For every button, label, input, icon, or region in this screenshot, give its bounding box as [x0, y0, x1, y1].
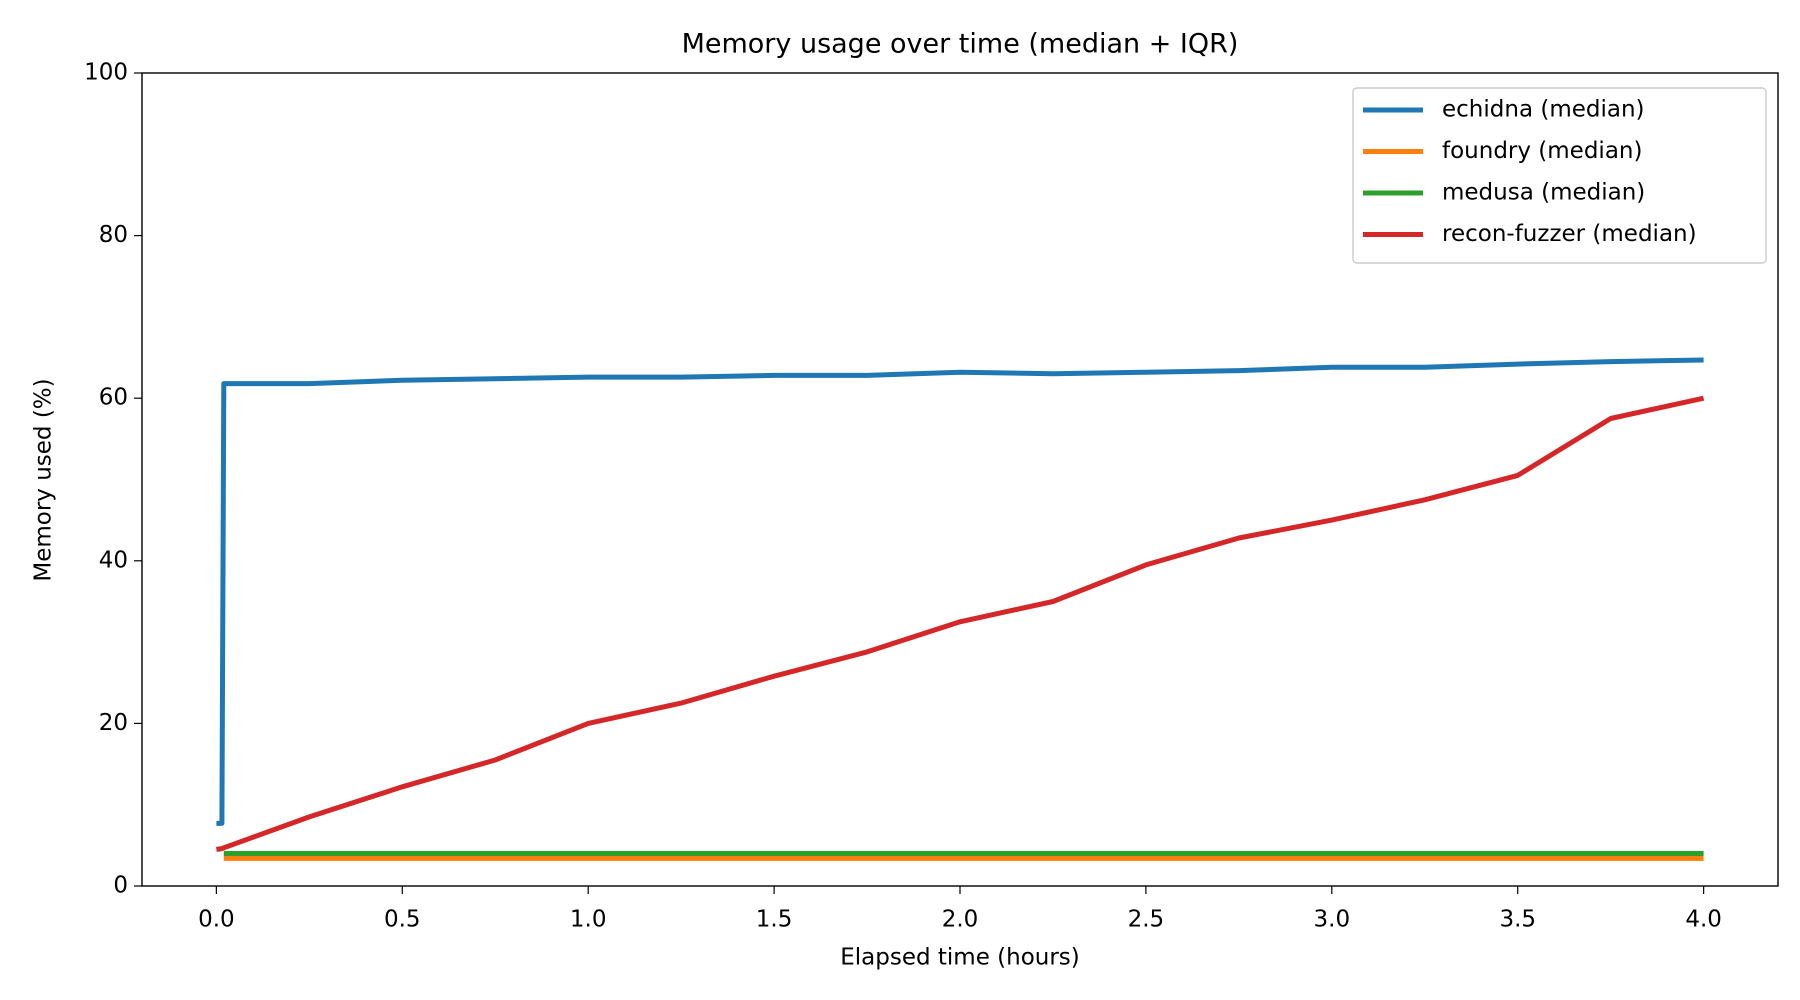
y-tick-label: 0 [113, 873, 128, 899]
x-tick-label: 2.0 [942, 907, 979, 933]
series-line [216, 357, 1704, 826]
y-tick-label: 20 [99, 710, 128, 736]
x-tick-label: 3.5 [1499, 907, 1536, 933]
series-line [216, 395, 1705, 852]
x-tick-label: 0.5 [384, 907, 421, 933]
y-tick-label: 60 [99, 385, 128, 411]
legend-label: foundry (median) [1442, 138, 1642, 164]
x-tick-label: 4.0 [1685, 907, 1722, 933]
y-tick-label: 100 [84, 60, 128, 86]
legend-label: medusa (median) [1442, 180, 1645, 206]
chart-title: Memory usage over time (median + IQR) [682, 29, 1239, 60]
plot-frame [141, 72, 1779, 887]
y-tick-label: 80 [99, 222, 128, 248]
y-tick-label: 40 [99, 547, 128, 573]
x-tick-label: 0.0 [198, 907, 235, 933]
x-tick-label: 3.0 [1314, 907, 1351, 933]
legend-label: recon-fuzzer (median) [1442, 221, 1697, 247]
legend-label: echidna (median) [1442, 97, 1645, 123]
legend-box [1352, 87, 1767, 264]
x-tick-label: 1.0 [570, 907, 607, 933]
x-tick-label: 1.5 [756, 907, 793, 933]
x-axis-label: Elapsed time (hours) [840, 945, 1080, 971]
x-tick-label: 2.5 [1128, 907, 1165, 933]
y-axis-label: Memory used (%) [31, 378, 57, 581]
